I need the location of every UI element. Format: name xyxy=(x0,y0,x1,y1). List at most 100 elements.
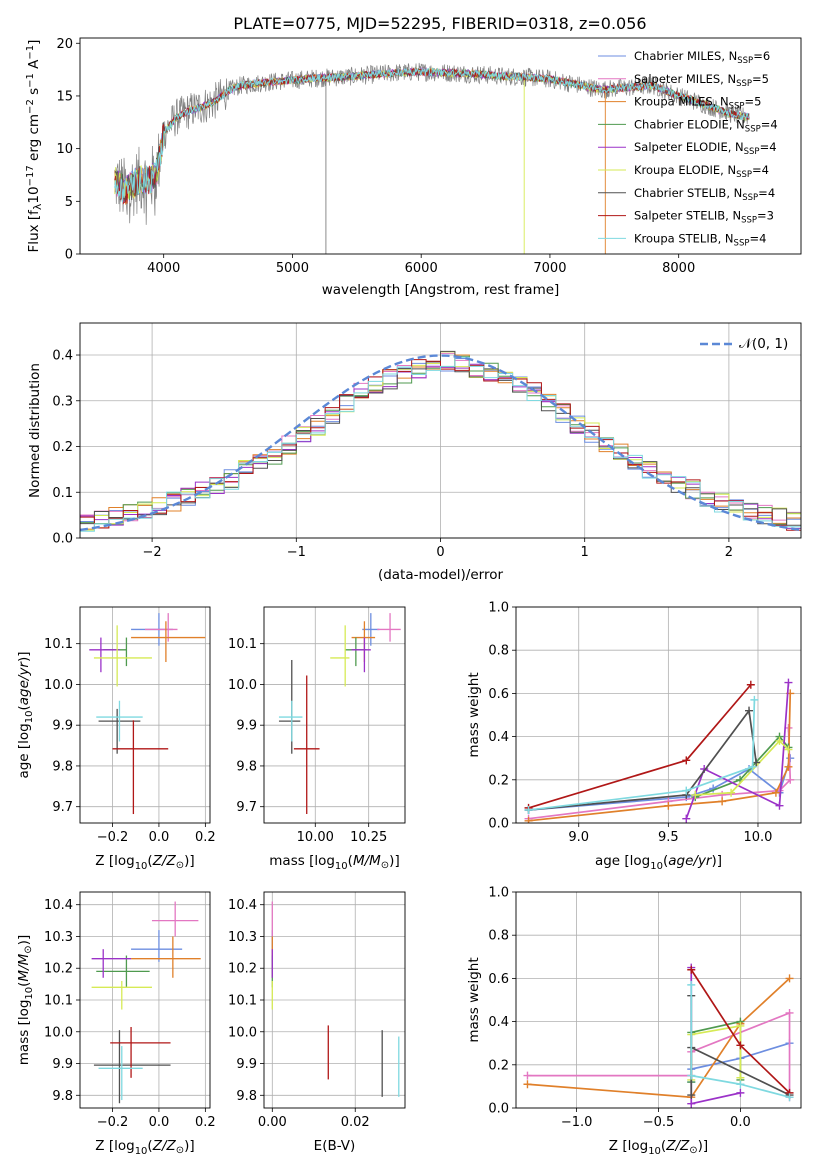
mass_vs_EBV-ytick-label-4: 10.2 xyxy=(228,962,257,977)
weight_vs_Z-series-3 xyxy=(527,977,791,1099)
weight_vs_age-series-9-marker-1 xyxy=(524,806,533,815)
spectrum-legend-label-0: Chabrier MILES, NSSP=6 xyxy=(634,49,770,66)
age_vs_Z-ytick-label-1: 9.8 xyxy=(52,759,73,774)
legend-model: Kroupa ELODIE xyxy=(634,163,720,177)
weight_vs_age-series-2-marker-5 xyxy=(786,775,795,784)
weight_vs_age-ytick-label-0: 0.0 xyxy=(488,817,509,832)
weight_vs_age-series-3-marker-4 xyxy=(771,788,780,797)
weight_vs_age-ytick-label-5: 1.0 xyxy=(488,601,509,616)
weight_vs_Z-series-2-marker-4 xyxy=(785,1008,794,1017)
mass_vs_EBV-xtick-label-1: 0.02 xyxy=(341,1115,370,1130)
spectrum-ylabel: Flux [fλ10−17 erg cm−2 s−1 A−1] xyxy=(25,40,44,253)
legend-model: Salpeter MILES xyxy=(634,72,720,86)
weight_vs_Z-series-6-marker-3 xyxy=(736,1021,745,1030)
mass_vs_Z-frame xyxy=(79,891,211,1109)
mass_vs_EBV-frame xyxy=(263,891,406,1109)
mass_vs_EBV-ytick-label-0: 9.8 xyxy=(236,1089,257,1104)
legend-nssp: 4 xyxy=(768,186,775,200)
legend-nssp: 5 xyxy=(762,72,769,86)
age_vs_Z-ytick-label-0: 9.7 xyxy=(52,800,73,815)
age_vs_mass-xlabel: mass [log10(M/M⊙)] xyxy=(269,853,399,872)
legend-nssp: 3 xyxy=(767,209,774,223)
age_vs_Z-ytick-label-3: 10.0 xyxy=(44,678,73,693)
weight_vs_Z-ytick-label-2: 0.4 xyxy=(488,1015,509,1030)
mass_vs_EBV-plot-area xyxy=(271,901,400,1097)
mass_vs_EBV-ytick-label-2: 10.0 xyxy=(228,1025,257,1040)
weight_vs_Z-xtick-label-1: −0.5 xyxy=(643,1115,675,1130)
residuals-legend-label: 𝒩(0, 1) xyxy=(739,336,788,352)
weight_vs_age-ytick-label-4: 0.8 xyxy=(488,644,509,659)
weight_vs_age-ytick-label-1: 0.2 xyxy=(488,773,509,788)
weight_vs_age-ytick-label-2: 0.4 xyxy=(488,730,509,745)
residuals-xtick-label-2: 0 xyxy=(436,545,444,560)
weight_vs_Z-series-9-marker-1 xyxy=(687,980,696,989)
weight_vs_Z-series-9-marker-3 xyxy=(736,1080,745,1089)
age_vs_Z-xlabel: Z [log10(Z/Z⊙)] xyxy=(95,853,194,872)
residuals-normal-curve xyxy=(80,354,801,532)
spectrum-legend-label-3: Chabrier ELODIE, NSSP=4 xyxy=(634,117,778,134)
weight_vs_Z-series-8-marker-1 xyxy=(687,965,696,974)
weight_vs_age-series-6-marker-3 xyxy=(775,736,784,745)
weight_vs_Z-ytick-label-5: 1.0 xyxy=(488,886,509,901)
weight_vs_Z-series-9 xyxy=(690,984,790,1099)
spectrum-legend-label-1: Salpeter MILES, NSSP=5 xyxy=(634,72,769,89)
weight_vs_Z-xtick-label-0: −1.0 xyxy=(561,1115,593,1130)
spectrum-legend-label-2: Kroupa MILES, NSSP=5 xyxy=(634,95,761,112)
mass_vs_Z-xtick-label-1: 0.0 xyxy=(149,1115,170,1130)
weight_vs_Z-ylabel: mass weight xyxy=(466,957,482,1042)
spectrum-ytick-label-3: 15 xyxy=(56,89,73,104)
weight_vs_Z-series-3-marker-4 xyxy=(785,974,794,983)
weight_vs_age-series-6-marker-4 xyxy=(784,745,793,754)
spectrum-ytick-label-2: 10 xyxy=(56,142,73,157)
residuals-ytick-label-0: 0.0 xyxy=(52,532,73,547)
spectrum-frame xyxy=(79,37,802,255)
weight_vs_age-series-9-marker-3 xyxy=(748,762,757,771)
spectrum-ytick-label-1: 5 xyxy=(65,195,73,210)
legend-nssp: 4 xyxy=(759,231,766,245)
spectrum-ytick-label-4: 20 xyxy=(56,37,73,52)
weight_vs_age-series-3-marker-3 xyxy=(718,797,727,806)
weight_vs_Z-frame xyxy=(515,891,802,1109)
spectrum-xtick-label-0: 4000 xyxy=(147,261,180,276)
legend-model: Chabrier STELIB xyxy=(634,186,726,200)
residuals-xtick-label-3: 1 xyxy=(581,545,589,560)
residuals-ytick-label-2: 0.2 xyxy=(52,440,73,455)
residuals-plot-area xyxy=(80,350,801,538)
age_vs_Z-xtick-label-2: 0.2 xyxy=(195,830,216,845)
weight_vs_age-series-5-marker-3 xyxy=(775,801,784,810)
weight_vs_Z-xtick-label-2: 0.0 xyxy=(730,1115,751,1130)
weight_vs_age-series-9-marker-4 xyxy=(750,695,759,704)
weight_vs_age-xlabel: age [log10(age/yr)] xyxy=(595,853,722,872)
mass_vs_Z-xtick-label-0: −0.2 xyxy=(97,1115,129,1130)
residuals-hist-9 xyxy=(80,356,801,538)
weight_vs_age-xtick-label-2: 10.0 xyxy=(744,830,773,845)
age_vs_mass-xtick-label-0: 10.00 xyxy=(297,830,334,845)
age_vs_Z-ytick-label-4: 10.1 xyxy=(44,637,73,652)
age_vs_Z-plot-area xyxy=(89,613,206,815)
age_vs_mass-ytick-label-2: 9.9 xyxy=(236,719,257,734)
residuals-xtick-label-1: −1 xyxy=(287,545,306,560)
mass_vs_Z-ytick-label-3: 10.1 xyxy=(44,994,73,1009)
spectrum-legend-label-4: Salpeter ELODIE, NSSP=4 xyxy=(634,140,777,157)
mass_vs_Z-ytick-label-0: 9.8 xyxy=(52,1089,73,1104)
figure-title: PLATE=0775, MJD=52295, FIBERID=0318, z=0… xyxy=(233,14,646,33)
spectrum-legend-label-6: Chabrier STELIB, NSSP=4 xyxy=(634,186,775,203)
spectrum-plot-area xyxy=(114,62,750,254)
weight_vs_Z-plot-area xyxy=(523,963,794,1108)
legend-nssp: 4 xyxy=(769,140,776,154)
weight_vs_Z-ytick-label-1: 0.2 xyxy=(488,1058,509,1073)
mass_vs_Z-ytick-label-2: 10.0 xyxy=(44,1025,73,1040)
age_vs_mass-ytick-label-3: 10.0 xyxy=(228,678,257,693)
weight_vs_age-series-5-marker-1 xyxy=(682,814,691,823)
weight_vs_age-ytick-label-3: 0.6 xyxy=(488,687,509,702)
weight_vs_age-series-9 xyxy=(528,699,756,811)
mass_vs_Z-plot-area xyxy=(91,901,201,1104)
age_vs_mass-ytick-label-0: 9.7 xyxy=(236,800,257,815)
mass_vs_EBV-ytick-label-5: 10.3 xyxy=(228,930,257,945)
weight_vs_Z-series-5-marker-3 xyxy=(736,1088,745,1097)
legend-nssp: 5 xyxy=(754,95,761,109)
spectrum-model-9 xyxy=(114,67,750,203)
spectrum-legend-label-5: Kroupa ELODIE, NSSP=4 xyxy=(634,163,769,180)
residuals-ytick-label-4: 0.4 xyxy=(52,349,73,364)
